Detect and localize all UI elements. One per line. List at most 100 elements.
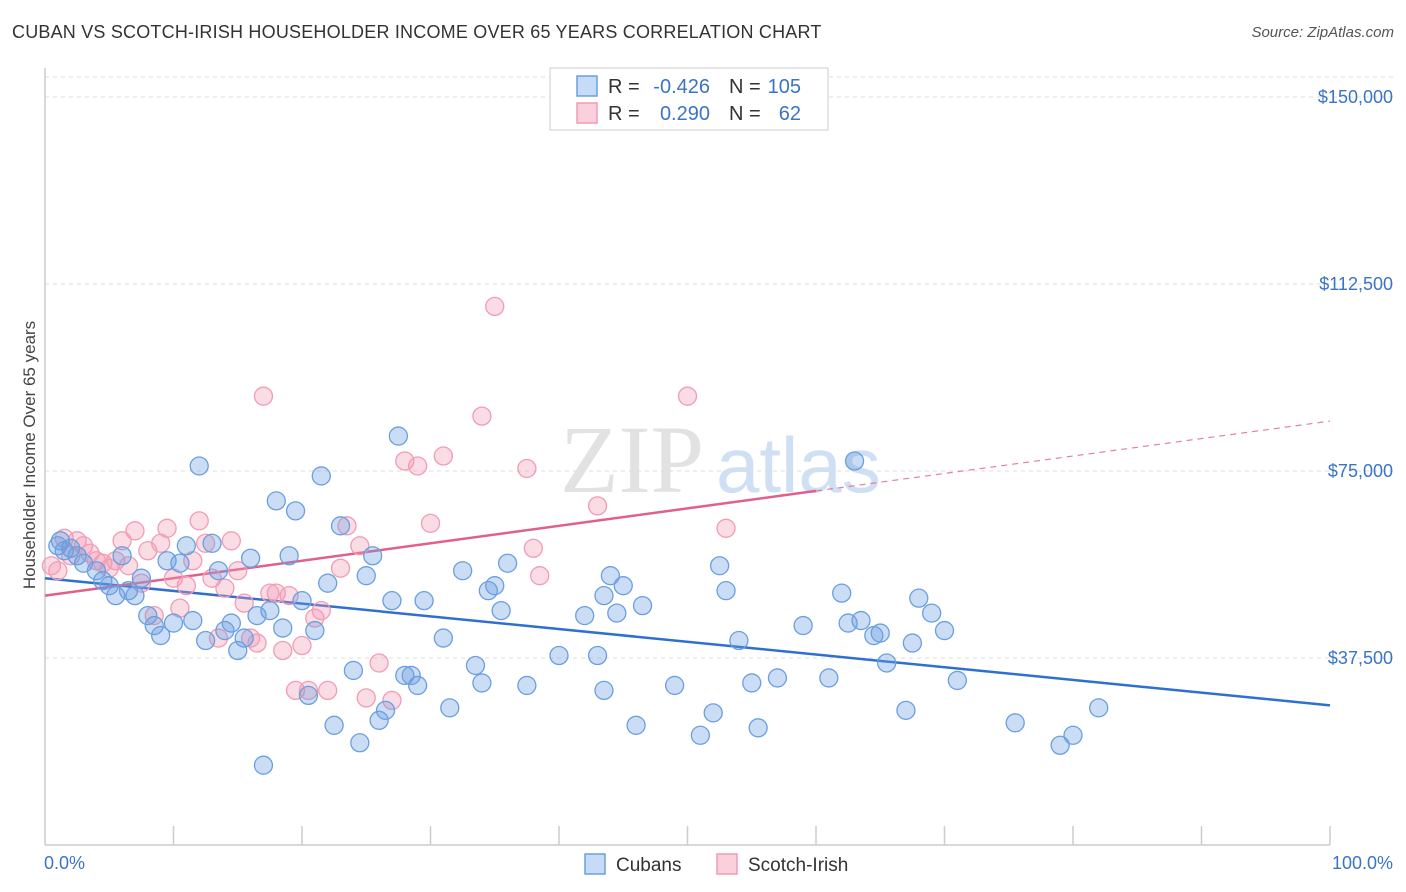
- scotch-irish-point: [337, 516, 357, 536]
- cubans-point: [1005, 713, 1025, 733]
- cubans-point: [440, 698, 460, 718]
- cubans-point: [896, 700, 916, 721]
- scotch-irish-point: [118, 556, 139, 576]
- cubans-point: [600, 566, 621, 586]
- chart-title: CUBAN VS SCOTCH-IRISH HOUSEHOLDER INCOME…: [12, 22, 822, 42]
- scotch-irish-point: [144, 605, 164, 626]
- scotch-irish-point: [407, 456, 428, 476]
- bottom-legend-swatch-scotch: [716, 853, 738, 875]
- cubans-point: [491, 600, 511, 621]
- cubans-point: [844, 451, 865, 471]
- watermark: ZIP atlas: [560, 406, 881, 513]
- scotch-irish-point: [356, 688, 376, 708]
- scotch-irish-point: [125, 521, 145, 541]
- bottom-legend-scotch: Scotch-Irish: [748, 855, 848, 876]
- cubans-point: [690, 725, 710, 745]
- cubans-point: [234, 628, 254, 648]
- scotch-irish-point: [157, 518, 177, 538]
- cubans-point: [279, 546, 299, 566]
- scotch-irish-point: [677, 386, 698, 406]
- cubans-point: [93, 571, 113, 591]
- cubans-point: [61, 538, 81, 558]
- cubans-point: [144, 615, 164, 636]
- cubans-point: [729, 630, 749, 651]
- y-tick-label: $37,500: [1328, 648, 1393, 668]
- cubans-point: [594, 680, 614, 701]
- cubans-point: [575, 605, 595, 626]
- cubans-point: [1063, 725, 1083, 745]
- cubans-point: [369, 710, 389, 730]
- scotch-irish-point: [350, 536, 370, 556]
- scotch-irish-point: [189, 511, 209, 531]
- cubans-point: [163, 613, 184, 633]
- cubans-point: [452, 561, 473, 581]
- cubans-point: [318, 573, 338, 593]
- scotch-irish-point: [112, 531, 132, 551]
- cubans-point: [594, 585, 614, 606]
- cubans-point: [240, 548, 261, 568]
- cubans-point: [298, 685, 319, 706]
- cubans-point: [253, 755, 274, 775]
- scotch-irish-point: [472, 406, 492, 426]
- y-tick-label: $112,500: [1319, 274, 1393, 294]
- cubans-point: [382, 590, 402, 611]
- cubans-point: [202, 533, 222, 553]
- scotch-irish-point: [41, 556, 62, 576]
- scotch-irish-point: [485, 296, 505, 317]
- legend-r-label-1: R =: [608, 76, 640, 98]
- cubans-point: [632, 595, 653, 616]
- cubans-point: [407, 675, 428, 696]
- cubans-point: [67, 546, 87, 566]
- cubans-point: [118, 581, 139, 601]
- cubans-point: [607, 603, 627, 623]
- scotch-irish-point: [273, 640, 293, 661]
- legend-n-value-1: 105: [768, 76, 801, 98]
- cubans-point: [742, 673, 762, 693]
- scotch-irish-point: [517, 458, 537, 479]
- cubans-point: [465, 655, 486, 676]
- cubans-point: [395, 665, 415, 686]
- scotch-irish-point: [433, 446, 454, 466]
- cubans-point: [401, 665, 421, 686]
- legend-n-value-2: 62: [779, 103, 801, 125]
- cubans-trendline: [44, 576, 1331, 707]
- cubans-point: [902, 633, 923, 653]
- cubans-point: [485, 576, 505, 596]
- scotch-irish-point: [716, 518, 736, 538]
- bottom-legend-cubans: Cubans: [616, 855, 682, 876]
- scotch-irish-point: [202, 568, 222, 588]
- scotch-irish-point: [369, 653, 389, 673]
- legend-r-label-2: R =: [608, 103, 640, 125]
- cubans-point: [221, 613, 241, 633]
- scotch-irish-point: [228, 561, 248, 581]
- scotch-irish-point: [420, 513, 441, 533]
- cubans-points: [48, 426, 1109, 775]
- correlation-legend: R = -0.426 N = 105 R = 0.290 N = 62: [549, 67, 829, 131]
- scotch-irish-point: [523, 538, 543, 558]
- scotch-irish-point: [587, 496, 608, 516]
- cubans-point: [832, 583, 852, 603]
- cubans-point: [305, 620, 325, 641]
- cubans-point: [350, 733, 370, 753]
- legend-n-label-2: N =: [729, 103, 761, 125]
- scotch-irish-points: [41, 296, 736, 711]
- legend-n-label-1: N =: [729, 76, 761, 98]
- scotch-irish-trend-extension: [815, 420, 1331, 492]
- cubans-point: [375, 700, 396, 721]
- cubans-point: [870, 623, 890, 643]
- cubans-point: [626, 715, 646, 735]
- axes: [44, 68, 1331, 846]
- cubans-point: [1050, 735, 1070, 755]
- cubans-point: [86, 561, 107, 581]
- cubans-point: [1089, 698, 1109, 718]
- cubans-point: [131, 568, 152, 588]
- scotch-irish-point: [530, 566, 550, 586]
- cubans-point: [324, 715, 344, 735]
- cubans-point: [260, 600, 280, 621]
- scotch-irish-point: [330, 558, 351, 578]
- y-axis-label: Householder Income Over 65 years: [20, 321, 39, 589]
- cubans-point: [877, 653, 897, 673]
- cubans-point: [208, 561, 229, 581]
- cubans-point: [934, 620, 955, 641]
